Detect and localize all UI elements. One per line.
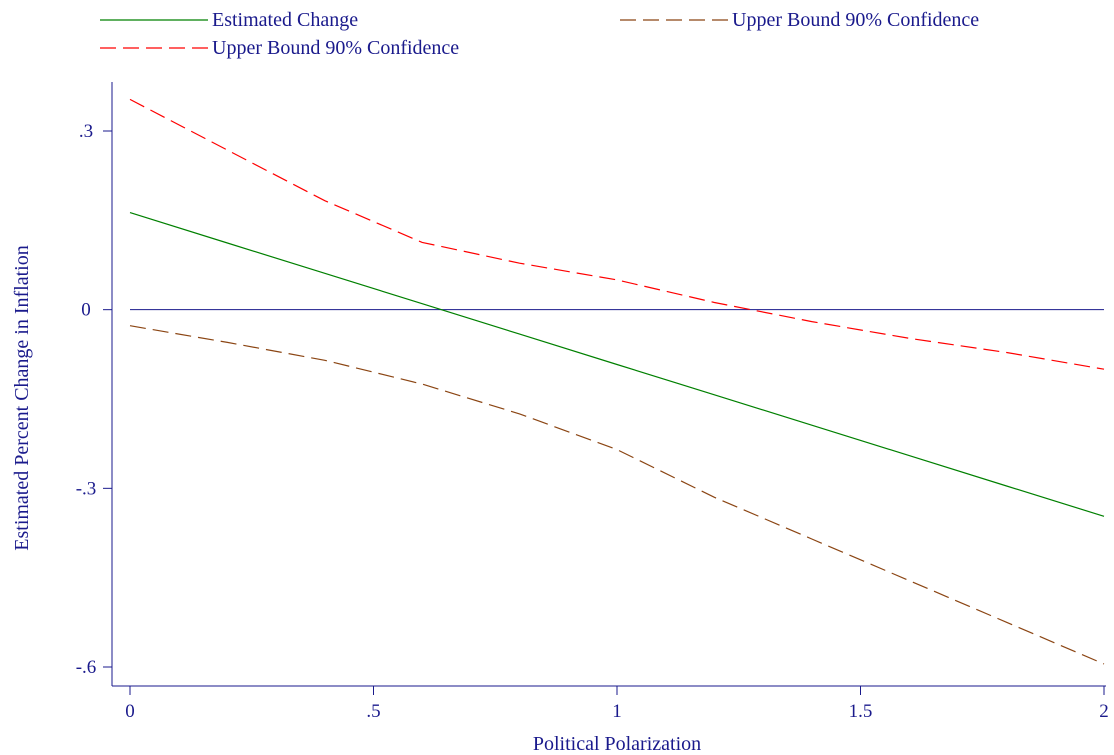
- legend: Estimated Change Upper Bound 90% Confiden…: [100, 9, 979, 59]
- y-tick-label: -.6: [76, 657, 97, 678]
- x-tick-label: 1: [612, 701, 622, 722]
- x-axis: 0 .5 1 1.5 2: [112, 685, 1109, 722]
- y-tick-label: 0: [81, 300, 91, 321]
- x-tick-label: 0: [125, 701, 135, 722]
- series-line-0: [129, 212, 1105, 517]
- legend-label: Upper Bound 90% Confidence: [732, 9, 979, 31]
- x-tick-label: 2: [1099, 701, 1109, 722]
- series-line-1: [129, 325, 1105, 665]
- y-tick-label: .3: [79, 121, 93, 142]
- x-tick-label: .5: [366, 701, 380, 722]
- series-line-2: [129, 98, 1105, 370]
- y-axis-label: Estimated Percent Change in Inflation: [11, 245, 33, 550]
- legend-label: Upper Bound 90% Confidence: [212, 37, 459, 59]
- plot-area: [129, 98, 1105, 665]
- y-axis: .3 0 -.3 -.6: [76, 82, 113, 686]
- y-tick-label: -.3: [76, 478, 97, 499]
- x-axis-label: Political Polarization: [533, 733, 701, 755]
- x-tick-label: 1.5: [849, 701, 873, 722]
- legend-label: Estimated Change: [212, 9, 358, 31]
